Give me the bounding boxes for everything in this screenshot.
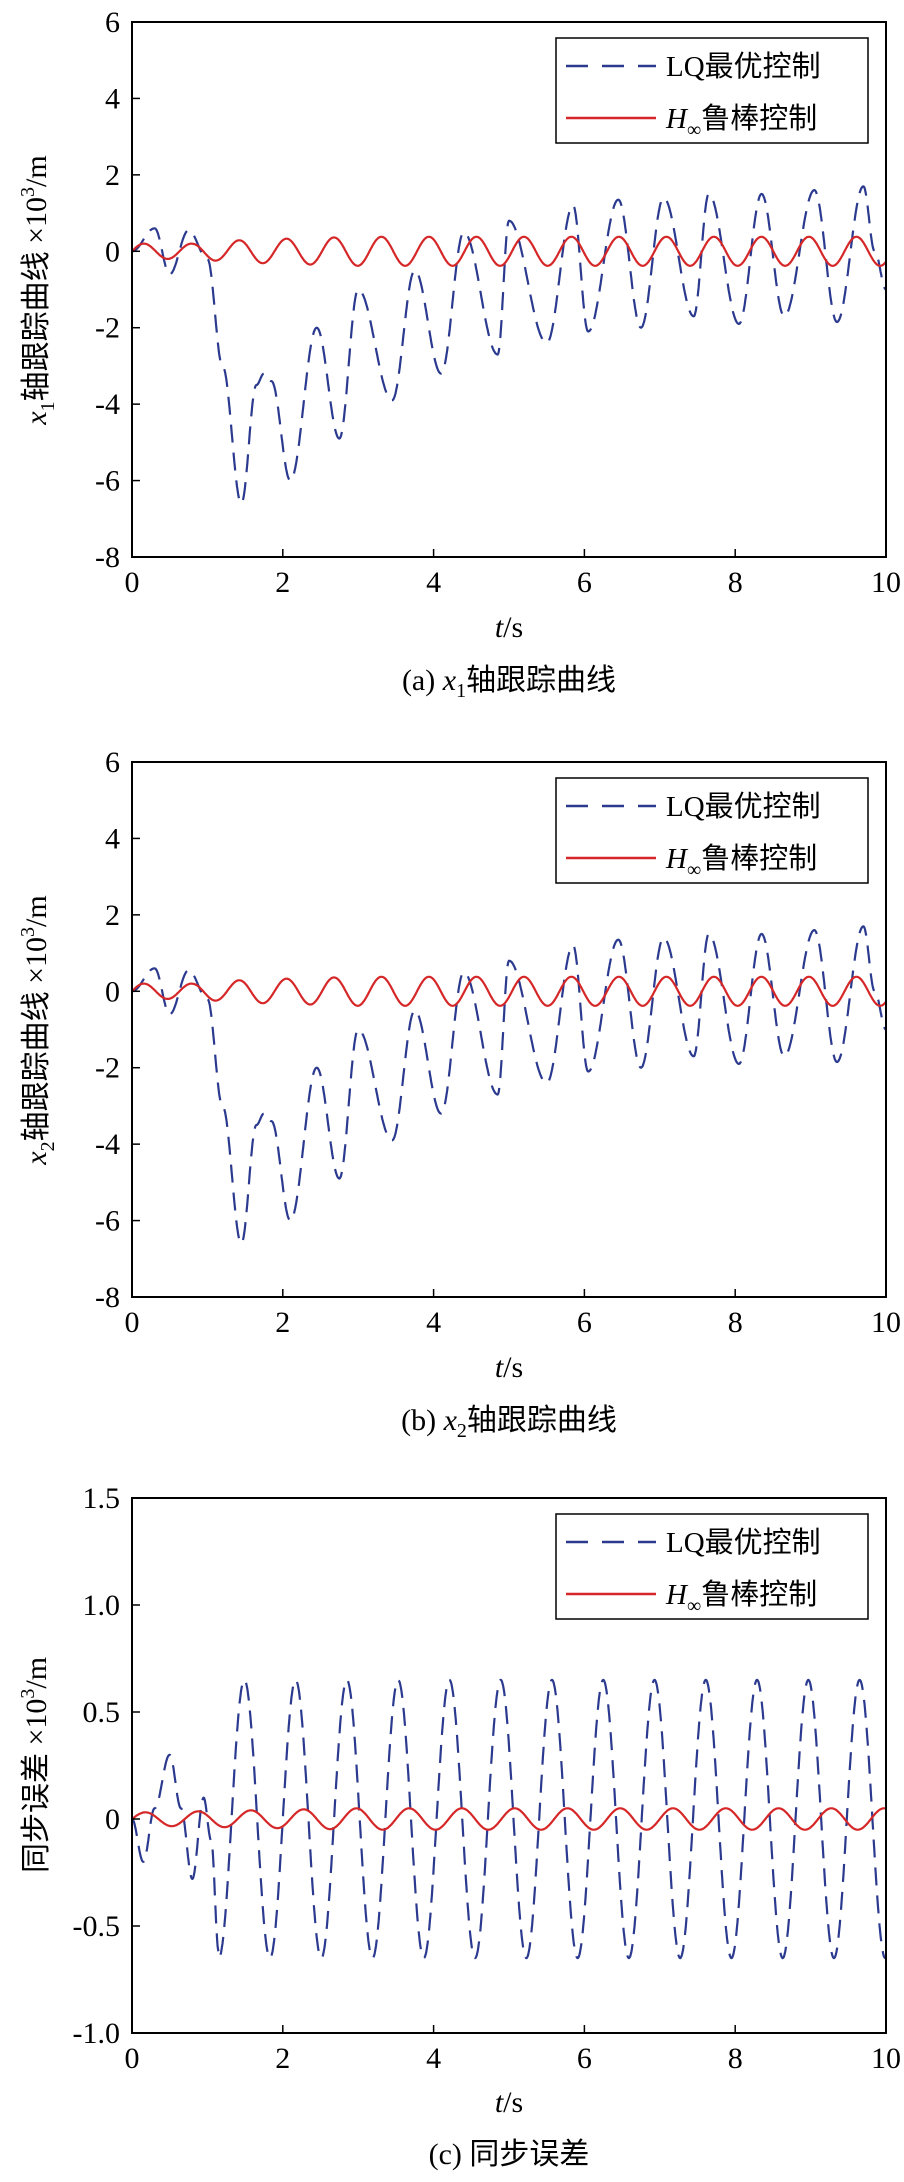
y-tick-label: 1.0 — [83, 1589, 121, 1622]
panel-c-caption: (c) 同步误差 — [429, 2138, 590, 2171]
panel-c-legend-h-label: H∞鲁棒控制 — [665, 1578, 817, 1617]
x-tick-label: 2 — [275, 566, 290, 599]
y-tick-label: 4 — [105, 82, 120, 115]
panel-b-ylabel: x2轴跟踪曲线 ×103/m — [17, 895, 59, 1165]
y-tick-label: -2 — [95, 312, 120, 345]
h-infinity-series-line — [131, 1807, 887, 1831]
x-tick-label: 4 — [426, 2042, 441, 2075]
panel-a-legend-box — [555, 37, 869, 144]
x-tick-label: 8 — [728, 566, 743, 599]
h-infinity-series-line — [131, 235, 887, 267]
y-tick-label: -4 — [95, 388, 120, 421]
panel-a-ticks: 0 2 4 6 8 10 -8 -6 -4 -2 0 2 4 6 — [95, 6, 901, 599]
panel-b-ticks: 0 2 4 6 8 10 -8 -6 -4 -2 0 2 4 6 — [95, 746, 901, 1339]
lq-series-line — [131, 925, 887, 1245]
panel-b: 0 2 4 6 8 10 -8 -6 -4 -2 0 2 4 6 x2轴跟踪曲线 ×103/m t/s (… — [17, 746, 901, 1442]
x-tick-label: 2 — [275, 1306, 290, 1339]
panel-c-legend-box — [555, 1513, 869, 1620]
x-tick-label: 6 — [577, 2042, 592, 2075]
y-tick-label: 6 — [105, 746, 120, 779]
x-tick-label: 2 — [275, 2042, 290, 2075]
y-tick-label: -1.0 — [73, 2017, 121, 2050]
y-tick-label: 0 — [105, 235, 120, 268]
panel-a-legend-lq-label: LQ最优控制 — [666, 50, 821, 83]
panel-c-legend-lq-label: LQ最优控制 — [666, 1526, 821, 1559]
panel-c: 0 2 4 6 8 10 -1.0 -0.5 0 0.5 1.0 1.5 同步误差 ×103/m t/… — [17, 1482, 901, 2171]
y-tick-label: 0 — [105, 975, 120, 1008]
x-tick-label: 10 — [871, 2042, 901, 2075]
y-tick-label: -8 — [95, 541, 120, 574]
y-tick-label: 1.5 — [83, 1482, 121, 1515]
panel-c-legend: LQ最优控制 H∞鲁棒控制 — [555, 1513, 869, 1620]
y-tick-label: -4 — [95, 1128, 120, 1161]
lq-series-line — [131, 185, 887, 505]
panel-c-axes-frame — [131, 1497, 887, 2034]
x-tick-label: 6 — [577, 1306, 592, 1339]
y-tick-label: -2 — [95, 1052, 120, 1085]
lq-series-line — [131, 1678, 887, 1960]
y-tick-label: 2 — [105, 159, 120, 192]
panel-b-legend-h-label: H∞鲁棒控制 — [665, 842, 817, 881]
y-tick-label: -6 — [95, 1205, 120, 1238]
panel-b-axes-frame — [131, 761, 887, 1298]
y-tick-label: -0.5 — [73, 1910, 121, 1943]
panel-c-ticks: 0 2 4 6 8 10 -1.0 -0.5 0 0.5 1.0 1.5 — [73, 1482, 902, 2075]
panel-c-lines — [131, 1678, 887, 1960]
x-tick-label: 8 — [728, 2042, 743, 2075]
x-tick-label: 0 — [125, 1306, 140, 1339]
x-tick-label: 8 — [728, 1306, 743, 1339]
panel-b-xlabel: t/s — [495, 1351, 523, 1384]
x-tick-label: 6 — [577, 566, 592, 599]
panel-c-xlabel: t/s — [495, 2086, 523, 2119]
y-tick-label: -6 — [95, 465, 120, 498]
y-tick-label: 4 — [105, 822, 120, 855]
panel-a-axes-frame — [131, 21, 887, 558]
y-tick-label: 0.5 — [83, 1696, 121, 1729]
panel-c-ylabel: 同步误差 ×103/m — [17, 1657, 53, 1873]
x-tick-label: 4 — [426, 566, 441, 599]
h-infinity-series-line — [131, 975, 887, 1007]
panel-a-xlabel: t/s — [495, 611, 523, 644]
y-tick-label: 6 — [105, 6, 120, 39]
panel-a-ylabel: x1轴跟踪曲线 ×103/m — [17, 155, 59, 425]
panel-a-legend-h-label: H∞鲁棒控制 — [665, 102, 817, 141]
panel-b-lines — [131, 925, 887, 1245]
panel-b-legend-lq-label: LQ最优控制 — [666, 790, 821, 823]
panel-a-legend: LQ最优控制 H∞鲁棒控制 — [555, 37, 869, 144]
y-tick-label: 2 — [105, 899, 120, 932]
x-tick-label: 0 — [125, 566, 140, 599]
panel-b-caption: (b) x2轴跟踪曲线 — [401, 1404, 617, 1442]
x-tick-label: 10 — [871, 566, 901, 599]
x-tick-label: 4 — [426, 1306, 441, 1339]
y-tick-label: 0 — [105, 1803, 120, 1836]
y-tick-label: -8 — [95, 1281, 120, 1314]
x-tick-label: 10 — [871, 1306, 901, 1339]
panel-a-caption: (a) x1轴跟踪曲线 — [402, 664, 616, 702]
panel-a-lines — [131, 185, 887, 505]
panel-b-legend: LQ最优控制 H∞鲁棒控制 — [555, 777, 869, 884]
x-tick-label: 0 — [125, 2042, 140, 2075]
panel-a: 0 2 4 6 8 10 -8 -6 -4 -2 0 2 4 6 x1轴跟踪曲线 ×103/m t/s (… — [17, 6, 901, 702]
panel-b-legend-box — [555, 777, 869, 884]
